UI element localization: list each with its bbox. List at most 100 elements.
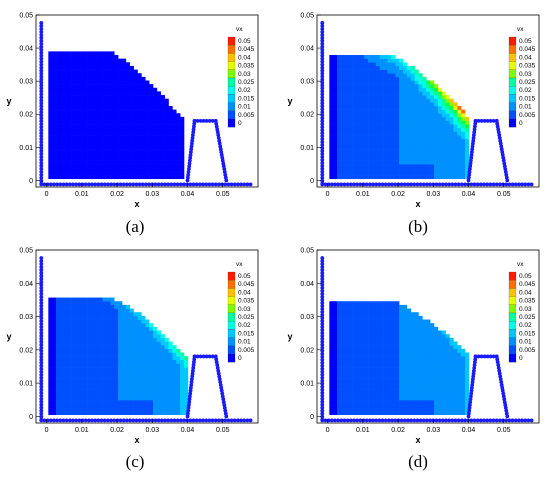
legend-swatch [508,102,517,111]
plot-frame [316,249,540,424]
legend-label: 0.045 [238,281,255,288]
legend-swatch [227,329,236,338]
legend-label: 0.005 [238,347,255,354]
y-axis-label: y [287,96,292,106]
legend-swatch [227,271,236,281]
x-tick-label: 0 [326,191,330,198]
legend-label: 0.04 [519,289,532,296]
x-tick-label: 0.01 [75,427,89,434]
legend-swatch [508,118,517,128]
x-tick-label: 0 [45,191,49,198]
legend-swatch [508,110,517,120]
panel-caption: (a) [126,217,145,236]
legend-label: 0.015 [238,95,255,102]
legend-label: 0.045 [519,281,536,288]
legend-swatch [508,271,517,281]
legend-label: 0 [238,355,242,362]
x-tick-label: 0.02 [391,191,405,198]
legend-swatch [227,69,236,79]
y-tick-label: 0.04 [19,281,33,288]
legend-swatch [508,345,517,355]
y-tick-label: 0.02 [19,347,33,354]
legend-label: 0.015 [519,330,536,337]
x-tick-label: 0.01 [356,191,370,198]
x-axis-label: x [134,435,139,445]
velocity-field [48,51,185,180]
legend-swatch [227,45,236,54]
x-tick-label: 0.04 [462,427,476,434]
legend-label: 0.005 [519,347,536,354]
x-tick-label: 0.05 [216,191,230,198]
x-tick-label: 0.04 [462,191,476,198]
x-tick-label: 0 [45,427,49,434]
y-tick-label: 0.01 [19,381,33,388]
legend-swatch [227,321,236,330]
x-tick-label: 0.01 [356,427,370,434]
legend-title: vx [517,26,524,33]
legend-label: 0.005 [238,112,255,119]
legend-label: 0.035 [238,63,255,70]
velocity-field [329,55,470,180]
x-tick-label: 0.03 [426,191,440,198]
legend-label: 0.01 [238,104,251,111]
legend-label: 0.015 [238,330,255,337]
y-tick-label: 0.03 [19,314,33,321]
plot-frame [316,14,540,188]
y-tick-label: 0.04 [300,281,314,288]
legend-label: 0.02 [238,87,251,94]
legend-swatch [227,312,236,322]
legend-label: 0.03 [519,306,532,313]
legend-label: 0.05 [238,273,251,280]
legend-swatch [508,69,517,79]
legend-label: 0.02 [238,322,251,329]
y-tick-label: 0.05 [19,13,33,20]
x-tick-label: 0.04 [181,191,195,198]
x-tick-label: 0.04 [181,427,195,434]
legend-label: 0.04 [238,289,251,296]
y-tick-label: 0.01 [300,381,314,388]
y-tick-label: 0 [310,414,314,421]
y-tick-label: 0.04 [19,46,33,53]
y-tick-label: 0 [310,178,314,185]
y-tick-label: 0.04 [300,46,314,53]
x-tick-label: 0.03 [145,191,159,198]
y-tick-label: 0.05 [300,13,314,20]
legend-swatch [508,94,517,103]
legend-label: 0.05 [519,273,532,280]
y-tick-label: 0.03 [19,79,33,86]
legend-swatch [227,77,236,87]
legend-swatch [227,102,236,111]
legend-swatch [227,94,236,103]
y-tick-label: 0.01 [19,145,33,152]
x-axis-label: x [415,199,420,209]
legend-label: 0.025 [519,314,536,321]
y-tick-label: 0.05 [300,248,314,255]
legend-label: 0.03 [238,71,251,78]
legend-swatch [227,61,236,70]
legend-label: 0.025 [519,79,536,86]
legend-swatch [508,288,517,297]
y-tick-label: 0.03 [300,79,314,86]
y-tick-label: 0.02 [300,347,314,354]
panel-caption: (d) [408,452,428,471]
y-tick-label: 0.03 [300,314,314,321]
x-tick-label: 0.05 [497,191,511,198]
x-axis-label: x [134,199,139,209]
legend-swatch [227,36,236,46]
legend-swatch [508,296,517,305]
x-tick-label: 0.03 [426,427,440,434]
legend-swatch [508,53,517,62]
legend-swatch [508,329,517,338]
x-tick-label: 0.02 [110,191,124,198]
legend-swatch [227,118,236,128]
y-tick-label: 0.02 [19,112,33,119]
y-axis-label: y [6,96,11,106]
y-tick-label: 0 [29,178,33,185]
y-axis-label: y [6,332,11,342]
boundary-particles [320,21,534,187]
boundary-particles [39,21,253,187]
legend-label: 0.01 [519,339,532,346]
plot-frame [35,14,259,188]
